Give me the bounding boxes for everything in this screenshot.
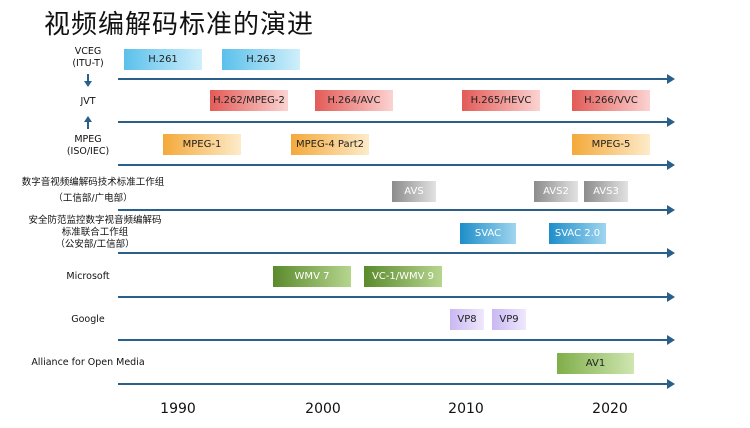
mpeg-to-jvt-connector <box>87 121 89 129</box>
standard-h261: H.261 <box>124 49 202 70</box>
standard-mpeg5: MPEG-5 <box>572 134 650 155</box>
arrow-down-icon <box>84 81 92 87</box>
row-label-vceg-line1: VCEG <box>74 46 102 57</box>
year-label-2000: 2000 <box>305 401 341 417</box>
timeline-arrow-aom <box>118 379 675 389</box>
timeline-arrow-avs <box>118 205 675 215</box>
row-label-avs-group: 数字音视频编解码技术标准工作组 （工信部/广电部） <box>18 177 168 205</box>
row-label-vceg-line2: (ITU-T) <box>72 58 104 69</box>
standard-svac: SVAC <box>460 223 516 244</box>
timeline-arrow-google <box>118 335 675 345</box>
standard-h265: H.265/HEVC <box>462 90 540 111</box>
row-label-mpeg-line1: MPEG <box>74 134 102 145</box>
year-label-2010: 2010 <box>448 401 484 417</box>
standard-h263: H.263 <box>222 49 300 70</box>
row-label-vceg: VCEG (ITU-T) <box>62 46 114 70</box>
arrow-up-icon <box>84 116 92 122</box>
row-label-aom: Alliance for Open Media <box>31 357 145 368</box>
standard-vc1: VC-1/WMV 9 <box>364 266 442 287</box>
standard-avs: AVS <box>392 181 436 202</box>
timeline-arrow-svac <box>118 248 675 258</box>
page-title: 视频编解码标准的演进 <box>44 10 315 40</box>
standard-h262: H.262/MPEG-2 <box>210 90 288 111</box>
timeline-arrow-mpeg <box>118 160 675 170</box>
row-label-mpeg-line2: (ISO/IEC) <box>66 146 110 157</box>
standard-av1: AV1 <box>557 353 634 374</box>
row-label-microsoft: Microsoft <box>66 271 110 282</box>
row-label-svac-group: 安全防范监控数字视音频编解码 标准联合工作组 （公安部/工信部） <box>20 215 170 251</box>
row-label-svac-line2: 标准联合工作组 <box>61 227 129 238</box>
row-label-svac-line3: （公安部/工信部） <box>55 239 135 250</box>
timeline-arrow-vceg <box>118 74 675 84</box>
standard-avs2: AVS2 <box>534 181 578 202</box>
row-label-jvt: JVT <box>80 96 96 107</box>
standard-mpeg4: MPEG-4 Part2 <box>291 134 369 155</box>
timeline-arrow-jvt <box>118 117 675 127</box>
standard-mpeg1: MPEG-1 <box>163 134 241 155</box>
year-label-1990: 1990 <box>160 401 196 417</box>
row-label-avs-line2: （工信部/广电部） <box>53 193 133 204</box>
standard-svac2: SVAC 2.0 <box>549 223 606 244</box>
row-label-google: Google <box>71 314 105 325</box>
timeline-arrow-microsoft <box>118 292 675 302</box>
standard-vp8: VP8 <box>450 309 484 330</box>
row-label-avs-line1: 数字音视频编解码技术标准工作组 <box>21 177 165 188</box>
standard-vp9: VP9 <box>492 309 526 330</box>
standard-h264: H.264/AVC <box>315 90 393 111</box>
vceg-to-jvt-connector <box>87 74 89 82</box>
row-label-mpeg: MPEG (ISO/IEC) <box>58 134 118 158</box>
standard-avs3: AVS3 <box>584 181 628 202</box>
standard-h266: H.266/VVC <box>572 90 650 111</box>
row-label-svac-line1: 安全防范监控数字视音频编解码 <box>28 215 162 226</box>
year-label-2020: 2020 <box>592 401 628 417</box>
standard-wmv7: WMV 7 <box>273 266 351 287</box>
